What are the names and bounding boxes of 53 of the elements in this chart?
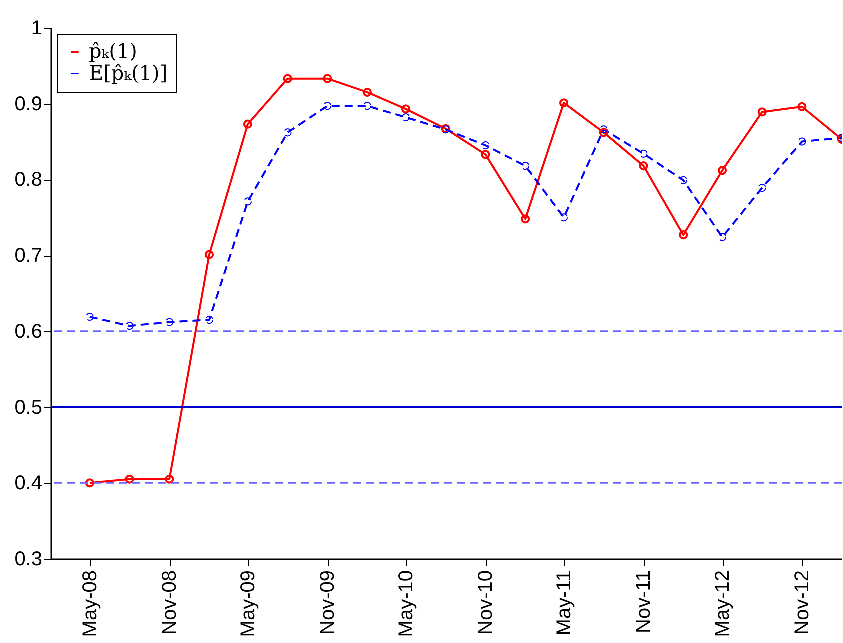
point	[125, 474, 134, 484]
point	[284, 128, 292, 137]
x-tick-label: May-11	[554, 570, 576, 636]
point	[758, 108, 767, 117]
point	[165, 474, 174, 484]
point	[679, 230, 688, 240]
point	[324, 102, 332, 110]
point	[718, 166, 728, 176]
point	[798, 102, 807, 112]
legend-label: p̂ₖ(1)	[89, 39, 138, 63]
point	[600, 126, 608, 134]
x-tick-label: May-08	[79, 570, 102, 638]
point	[482, 142, 490, 150]
point	[244, 198, 252, 206]
x-tick-label: Nov-10	[475, 570, 498, 635]
point	[166, 318, 174, 326]
point	[205, 316, 214, 324]
point	[283, 74, 292, 84]
legend-label: E[p̂ₖ(1)]	[89, 61, 168, 85]
point	[560, 98, 569, 108]
x-tick-label: May-12	[712, 570, 734, 638]
point	[599, 128, 608, 138]
y-tick-label: 0.6	[14, 320, 42, 343]
point	[758, 184, 766, 192]
point	[362, 88, 372, 98]
y-tick-label: 0.7	[14, 245, 42, 268]
point	[718, 233, 727, 242]
y-tick-label: 1	[31, 18, 42, 40]
point	[481, 150, 490, 160]
y-tick-label: 0.3	[14, 548, 42, 570]
point	[243, 120, 253, 129]
point	[323, 74, 332, 84]
y-tick-label: 0.8	[14, 169, 42, 192]
y-tick-label: 0.4	[14, 472, 42, 495]
x-tick-label: May-10	[396, 570, 418, 638]
x-tick-label: May-09	[237, 570, 260, 638]
point	[86, 312, 94, 322]
y-tick-label: 0.5	[14, 396, 42, 419]
point	[402, 113, 410, 122]
point	[363, 102, 372, 110]
point	[126, 322, 134, 330]
x-tick-label: Nov-11	[633, 570, 656, 634]
point	[520, 214, 530, 224]
x-tick-label: Nov-09	[317, 570, 340, 635]
point	[639, 162, 648, 171]
point	[680, 176, 688, 184]
point	[401, 104, 411, 114]
point	[204, 250, 214, 260]
point	[798, 138, 806, 146]
y-tick-label: 0.9	[14, 93, 42, 116]
point	[560, 214, 568, 222]
x-tick-label: Nov-08	[159, 570, 182, 635]
x-tick-label: Nov-12	[792, 570, 814, 635]
